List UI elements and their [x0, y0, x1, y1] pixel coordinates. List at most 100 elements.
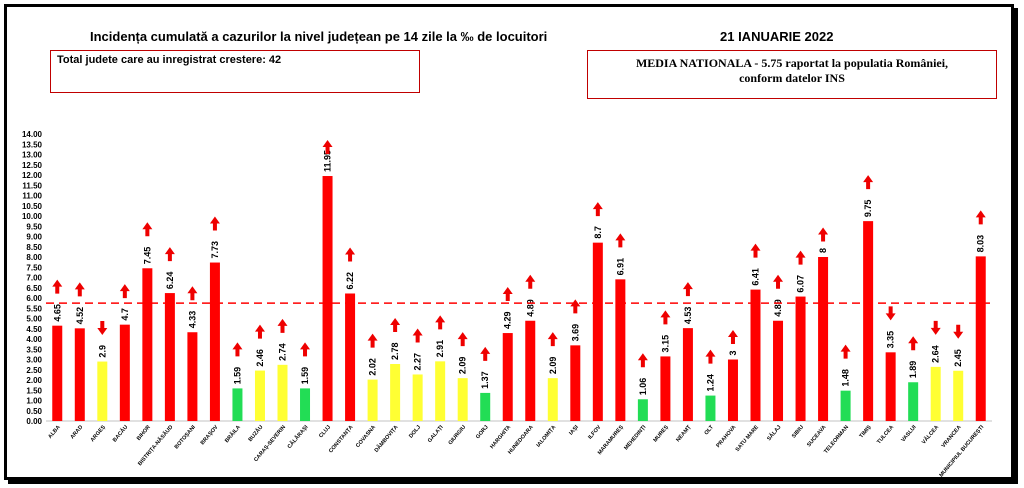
category-label: SATU MARE: [735, 424, 761, 453]
data-label: 6.91: [615, 258, 625, 276]
bar: [502, 333, 513, 421]
bar: [885, 352, 896, 421]
bar: [480, 392, 491, 421]
bar: [592, 242, 603, 421]
data-label: 3.69: [570, 324, 580, 342]
arrow-up-icon: [660, 310, 671, 325]
y-tick-label: 2.00: [26, 376, 42, 385]
y-tick-label: 8.50: [26, 243, 42, 252]
national-average-box: MEDIA NATIONALA - 5.75 raportat la popul…: [587, 50, 997, 99]
arrow-up-icon: [818, 227, 829, 242]
y-tick-label: 10.00: [22, 212, 43, 221]
category-label: SUCEAVA: [806, 424, 827, 448]
category-label: GIURGIU: [448, 424, 468, 446]
category-label: CĂLĂRAȘI: [286, 423, 310, 450]
bar: [254, 370, 265, 421]
arrow-up-icon: [615, 233, 626, 248]
y-tick-label: 4.00: [26, 335, 42, 344]
bar: [322, 176, 333, 421]
arrow-up-icon: [232, 342, 243, 357]
data-label: 2.09: [548, 357, 558, 375]
bar: [840, 390, 851, 421]
data-label: 11.95: [323, 150, 333, 172]
data-label: 8.03: [976, 235, 986, 253]
category-label: ARAD: [70, 424, 85, 440]
bar: [615, 279, 626, 421]
bar: [232, 388, 243, 421]
arrow-up-icon: [863, 175, 874, 190]
bar: [705, 395, 716, 421]
arrow-up-icon: [727, 330, 738, 344]
bar: [277, 364, 288, 421]
arrow-up-icon: [457, 332, 468, 347]
arrow-up-icon: [502, 287, 513, 302]
y-tick-label: 3.00: [26, 356, 42, 365]
category-label: IAȘI: [568, 424, 580, 436]
arrow-up-icon: [187, 286, 198, 301]
category-label: SIBIU: [791, 424, 805, 439]
category-label: GALAȚI: [427, 424, 445, 444]
category-label: VASLUI: [900, 424, 918, 443]
y-tick-label: 14.00: [22, 130, 43, 139]
data-label: 1.89: [908, 361, 918, 379]
arrow-up-icon: [52, 279, 63, 294]
y-tick-label: 10.50: [22, 202, 43, 211]
y-tick-label: 7.00: [26, 274, 42, 283]
bar: [818, 257, 829, 421]
data-label: 1.48: [841, 369, 851, 387]
bar: [367, 379, 378, 421]
bar: [97, 361, 108, 421]
arrow-up-icon: [435, 315, 446, 330]
data-label: 2.27: [413, 353, 423, 371]
bar: [682, 328, 693, 421]
category-label: BRĂILA: [223, 424, 242, 444]
bar: [750, 289, 761, 421]
data-label: 4.53: [683, 307, 693, 325]
arrow-down-icon: [953, 324, 964, 339]
category-label: ARGEȘ: [90, 424, 107, 443]
bar: [390, 364, 401, 421]
arrow-down-icon: [930, 320, 941, 335]
arrow-up-icon: [322, 140, 333, 154]
bar: [52, 325, 63, 421]
y-tick-label: 5.50: [26, 304, 42, 313]
data-label: 4.29: [503, 312, 513, 330]
data-label: 1.59: [300, 367, 310, 385]
bar: [164, 293, 175, 421]
arrow-up-icon: [682, 282, 693, 297]
y-tick-label: 4.50: [26, 325, 42, 334]
data-label: 2.09: [458, 357, 468, 375]
category-label: VÂLCEA: [920, 424, 940, 446]
data-label: 7.73: [210, 241, 220, 259]
bar: [547, 378, 558, 421]
data-label: 2.45: [953, 349, 963, 367]
data-label: 4.33: [187, 311, 197, 329]
category-label: PRAHOVA: [715, 424, 737, 449]
increase-count-text: Total judete care au inregistrat crester…: [57, 54, 282, 66]
category-label: MEHEDINȚI: [623, 424, 647, 451]
bar: [525, 320, 536, 421]
category-label: COVASNA: [355, 424, 377, 449]
arrow-up-icon: [773, 274, 784, 289]
bar: [412, 374, 423, 421]
arrow-up-icon: [412, 328, 423, 343]
data-label: 3.35: [886, 331, 896, 349]
arrow-up-icon: [795, 250, 806, 265]
data-label: 2.64: [931, 345, 941, 363]
category-label: HARGHITA: [489, 424, 512, 450]
arrow-up-icon: [750, 243, 761, 258]
data-label: 2.78: [390, 342, 400, 360]
bar: [142, 268, 153, 421]
category-label: ALBA: [47, 424, 61, 440]
y-tick-label: 13.00: [22, 151, 43, 160]
y-tick-label: 6.00: [26, 294, 42, 303]
arrow-up-icon: [277, 318, 288, 333]
data-label: 3.15: [660, 335, 670, 353]
category-label: BRAȘOV: [200, 424, 220, 446]
y-tick-label: 13.50: [22, 140, 43, 149]
bar: [863, 221, 874, 421]
bar: [74, 328, 85, 421]
data-label: 8.7: [593, 226, 603, 239]
arrow-up-icon: [705, 349, 716, 364]
data-label: 3: [728, 350, 738, 355]
